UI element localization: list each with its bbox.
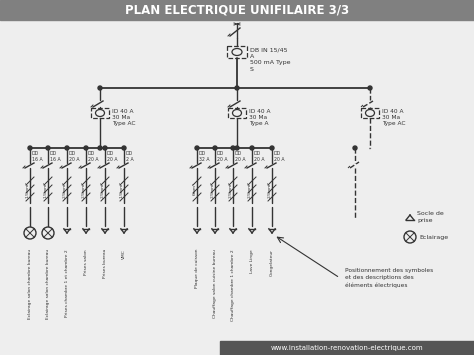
Text: Prises salon: Prises salon (84, 249, 88, 275)
Circle shape (235, 146, 239, 150)
Circle shape (98, 86, 102, 90)
Text: 2.5mm²: 2.5mm² (82, 180, 86, 197)
Text: DD
20 A: DD 20 A (235, 151, 246, 162)
Text: Positionnement des symboles
et des descriptions des
éléments électriques: Positionnement des symboles et des descr… (345, 268, 433, 288)
Text: DD
2 A: DD 2 A (126, 151, 134, 162)
Text: www.installation-renovation-electrique.com: www.installation-renovation-electrique.c… (271, 345, 423, 351)
Text: Chauffage chambre 1 chambre 2: Chauffage chambre 1 chambre 2 (231, 249, 235, 321)
Text: DD
20 A: DD 20 A (274, 151, 284, 162)
Circle shape (231, 146, 235, 150)
Text: ID 40 A
30 Ma
Type AC: ID 40 A 30 Ma Type AC (382, 109, 405, 126)
Circle shape (270, 146, 274, 150)
Bar (228, 108, 246, 118)
Text: 1.5mm²: 1.5mm² (26, 180, 30, 197)
Text: Eclairage salon chambre bureau: Eclairage salon chambre bureau (46, 249, 50, 319)
Text: 1.5mm²: 1.5mm² (44, 180, 48, 197)
Circle shape (368, 86, 372, 90)
Text: 2.5mm²: 2.5mm² (229, 180, 233, 197)
Text: Eclairage salon chambre bureau: Eclairage salon chambre bureau (28, 249, 32, 319)
Text: DD
20 A: DD 20 A (254, 151, 264, 162)
Text: ID 40 A
30 Ma
Type AC: ID 40 A 30 Ma Type AC (112, 109, 136, 126)
Text: DD
16 A: DD 16 A (32, 151, 43, 162)
Text: 2.5mm²: 2.5mm² (211, 180, 215, 197)
Circle shape (235, 86, 239, 90)
Text: Prises chambre 1 et chambre 2: Prises chambre 1 et chambre 2 (65, 249, 69, 317)
Text: DD
20 A: DD 20 A (217, 151, 228, 162)
Text: DD
32 A: DD 32 A (199, 151, 210, 162)
Text: DD
20 A: DD 20 A (69, 151, 80, 162)
Text: 6mm²: 6mm² (193, 182, 197, 195)
Circle shape (122, 146, 126, 150)
Text: DD
20 A: DD 20 A (88, 151, 99, 162)
Circle shape (65, 146, 69, 150)
Text: PLAN ELECTRIQUE UNIFILAIRE 3/3: PLAN ELECTRIQUE UNIFILAIRE 3/3 (125, 4, 349, 16)
Bar (227, 46, 247, 58)
Circle shape (250, 146, 254, 150)
Text: DD
20 A: DD 20 A (107, 151, 118, 162)
Bar (0, 0, 474, 20)
Circle shape (84, 146, 88, 150)
Text: VMC: VMC (122, 249, 126, 259)
Circle shape (98, 146, 102, 150)
Text: Eclairage: Eclairage (419, 235, 448, 240)
Text: Prises bureau: Prises bureau (103, 249, 107, 278)
Text: 2.5mm²: 2.5mm² (101, 180, 105, 197)
Text: 2.5mm²: 2.5mm² (268, 180, 272, 197)
Text: 1.5mm²: 1.5mm² (120, 180, 124, 197)
Text: ID 40 A
30 Ma
Type A: ID 40 A 30 Ma Type A (249, 109, 271, 126)
Text: 2.5mm²: 2.5mm² (248, 180, 252, 197)
Text: Chauffage salon cuisine bureau: Chauffage salon cuisine bureau (213, 249, 217, 318)
Bar (220, 341, 474, 355)
Circle shape (46, 146, 50, 150)
Text: Socle de
prise: Socle de prise (417, 211, 444, 223)
Text: DD
16 A: DD 16 A (50, 151, 61, 162)
Text: DB IN 15/45
A
500 mA Type
S: DB IN 15/45 A 500 mA Type S (250, 47, 291, 72)
Text: Lave Linge: Lave Linge (250, 249, 254, 273)
Bar (91, 108, 109, 118)
Circle shape (28, 146, 32, 150)
Text: Congelateur: Congelateur (270, 249, 274, 276)
Circle shape (195, 146, 199, 150)
Bar (361, 108, 379, 118)
Text: Plaque de cuisson: Plaque de cuisson (195, 249, 199, 289)
Circle shape (213, 146, 217, 150)
Circle shape (103, 146, 107, 150)
Text: 2.5mm²: 2.5mm² (63, 180, 67, 197)
Circle shape (353, 146, 357, 150)
